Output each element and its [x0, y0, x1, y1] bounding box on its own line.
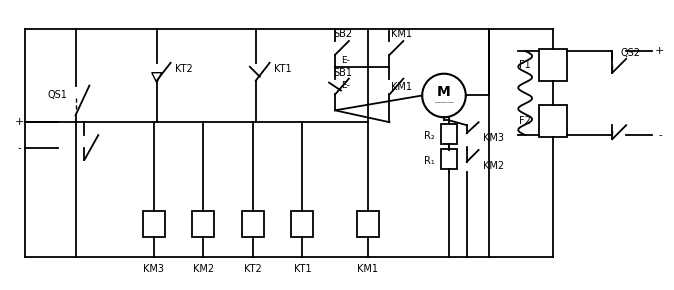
Text: KT2: KT2	[244, 264, 262, 274]
Text: KM1: KM1	[392, 81, 412, 92]
Text: SB2: SB2	[333, 29, 352, 39]
Text: +: +	[14, 117, 24, 127]
Bar	[441, 149, 457, 169]
Text: KM2: KM2	[193, 264, 214, 274]
Text: E-: E-	[341, 56, 350, 65]
Text: M: M	[437, 84, 451, 99]
Bar	[539, 49, 567, 81]
Text: KM1: KM1	[357, 264, 378, 274]
Bar	[143, 211, 164, 237]
Bar	[291, 211, 313, 237]
Text: F2: F2	[519, 116, 531, 126]
Text: KM1: KM1	[392, 29, 412, 39]
Bar	[357, 211, 379, 237]
Text: -: -	[18, 143, 21, 153]
Text: R₁: R₁	[424, 156, 435, 166]
Text: ―――: ―――	[435, 100, 454, 105]
Bar	[192, 211, 214, 237]
Text: KT2: KT2	[175, 64, 192, 74]
Text: QS1: QS1	[48, 90, 67, 100]
Text: R₂: R₂	[424, 131, 435, 141]
Text: KM3: KM3	[483, 133, 503, 143]
Bar	[242, 211, 264, 237]
Text: F1: F1	[520, 60, 531, 70]
Text: KM2: KM2	[483, 161, 503, 171]
Text: QS2: QS2	[620, 48, 640, 58]
Text: SB1: SB1	[333, 68, 352, 78]
Text: -: -	[658, 130, 662, 140]
Text: KT1: KT1	[293, 264, 311, 274]
Text: KT1: KT1	[274, 64, 291, 74]
Bar	[539, 105, 567, 137]
Text: +: +	[655, 46, 665, 56]
Text: KM3: KM3	[144, 264, 164, 274]
Bar	[441, 124, 457, 144]
Text: E-: E-	[341, 81, 350, 90]
